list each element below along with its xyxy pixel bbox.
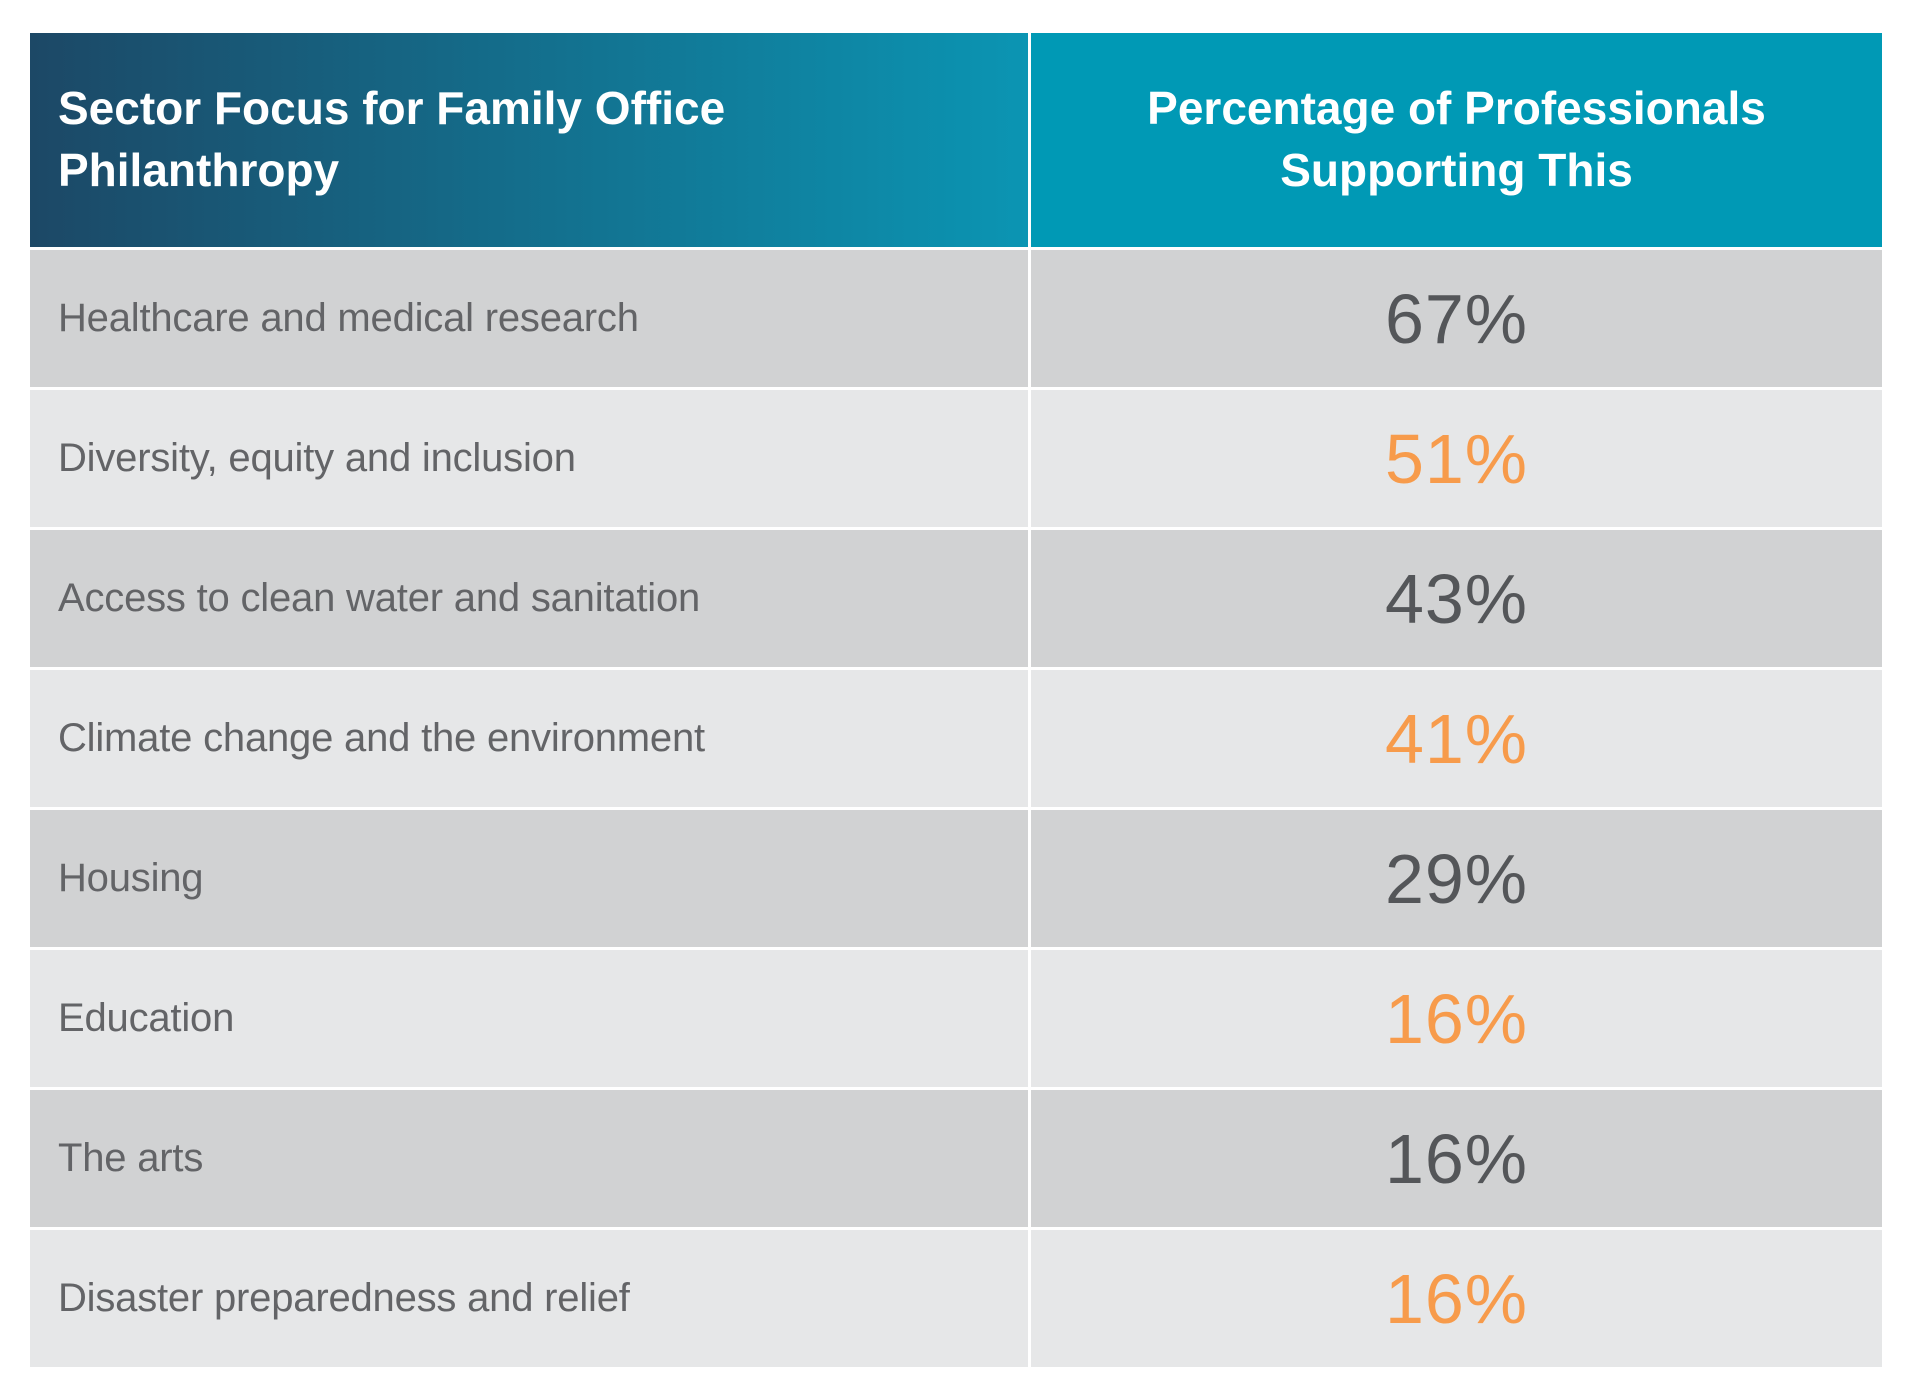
table-row: Education 16% <box>30 947 1882 1087</box>
table-row: Housing 29% <box>30 807 1882 947</box>
sector-label: The arts <box>30 1090 1028 1227</box>
percentage-value: 16% <box>1028 1230 1882 1367</box>
philanthropy-sector-table: Sector Focus for Family Office Philanthr… <box>30 33 1882 1367</box>
percentage-value: 41% <box>1028 670 1882 807</box>
table-row: Healthcare and medical research 67% <box>30 247 1882 387</box>
percentage-value: 29% <box>1028 810 1882 947</box>
percentage-value: 51% <box>1028 390 1882 527</box>
sector-label: Housing <box>30 810 1028 947</box>
sector-label: Healthcare and medical research <box>30 250 1028 387</box>
table-row: Diversity, equity and inclusion 51% <box>30 387 1882 527</box>
sector-label: Diversity, equity and inclusion <box>30 390 1028 527</box>
sector-label: Access to clean water and sanitation <box>30 530 1028 667</box>
table-row: Climate change and the environment 41% <box>30 667 1882 807</box>
column-header-sector-label: Sector Focus for Family Office Philanthr… <box>58 82 726 196</box>
percentage-value: 16% <box>1028 950 1882 1087</box>
column-header-percentage-label: Percentage of Professionals Supporting T… <box>1147 82 1766 196</box>
table-row: Disaster preparedness and relief 16% <box>30 1227 1882 1367</box>
sector-label: Disaster preparedness and relief <box>30 1230 1028 1367</box>
table-row: The arts 16% <box>30 1087 1882 1227</box>
sector-label: Education <box>30 950 1028 1087</box>
percentage-value: 16% <box>1028 1090 1882 1227</box>
column-header-sector: Sector Focus for Family Office Philanthr… <box>30 33 1028 247</box>
percentage-value: 43% <box>1028 530 1882 667</box>
sector-label: Climate change and the environment <box>30 670 1028 807</box>
table-row: Access to clean water and sanitation 43% <box>30 527 1882 667</box>
table-body: Healthcare and medical research 67% Dive… <box>30 247 1882 1367</box>
percentage-value: 67% <box>1028 250 1882 387</box>
column-header-percentage: Percentage of Professionals Supporting T… <box>1028 33 1882 247</box>
table-header-row: Sector Focus for Family Office Philanthr… <box>30 33 1882 247</box>
